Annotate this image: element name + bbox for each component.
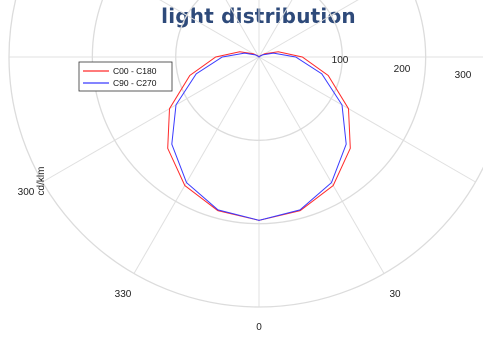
grid-spoke	[159, 0, 260, 58]
polar-grid	[8, 0, 483, 308]
angle-label: 30	[389, 289, 401, 300]
grid-circle	[91, 0, 427, 225]
grid-spoke	[258, 56, 385, 274]
chart-legend: C00 - C180 C90 - C270	[78, 61, 173, 92]
angle-label: 0	[256, 322, 262, 333]
grid-circle	[175, 0, 343, 141]
grid-spoke	[258, 0, 359, 58]
radial-tick-label: 300	[455, 70, 472, 81]
legend-label-1: C00 - C180	[113, 66, 157, 76]
grid-spoke	[258, 0, 293, 58]
grid-spoke	[225, 0, 260, 58]
y-axis-label: cd/klm	[36, 167, 47, 196]
radial-tick-label: 100	[332, 55, 349, 66]
angle-label: 330	[115, 289, 132, 300]
grid-spoke	[42, 56, 260, 183]
distribution-curves	[167, 51, 351, 221]
radial-tick-label: 200	[394, 64, 411, 75]
page-title: light distribution	[161, 4, 356, 28]
grid-spoke	[133, 56, 260, 274]
legend-label-2: C90 - C270	[113, 78, 157, 88]
grid-spoke	[258, 56, 476, 183]
series-line-2	[171, 52, 347, 221]
angle-label: 300	[18, 187, 35, 198]
grid-circle	[8, 0, 483, 308]
legend-box	[78, 61, 173, 92]
